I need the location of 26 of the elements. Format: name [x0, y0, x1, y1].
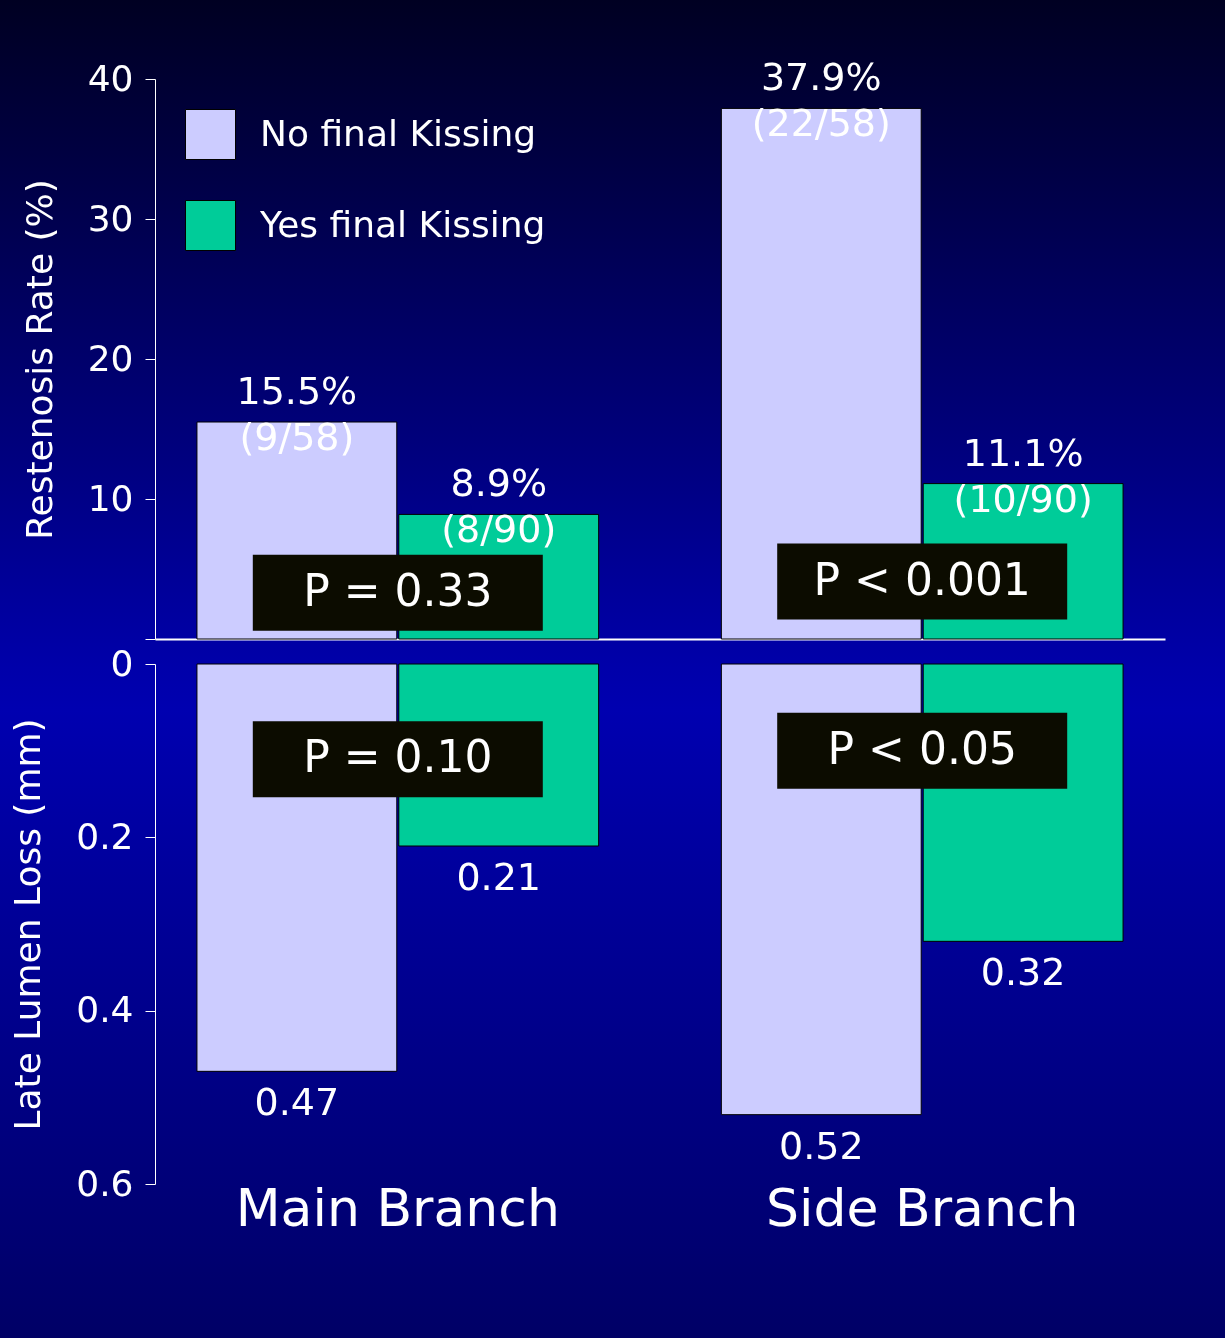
- y-axis-title: Restenosis Rate (%): [18, 179, 60, 540]
- y-tick-label: 0.2: [76, 815, 134, 857]
- annotation: P < 0.001: [813, 553, 1031, 605]
- legend-label: Yes final Kissing: [259, 203, 546, 245]
- data-label: 8.9% (8/90): [441, 461, 557, 552]
- legend-label: No final Kissing: [260, 112, 537, 154]
- annotation: P < 0.05: [827, 722, 1017, 774]
- y-tick-label: 10: [87, 477, 134, 519]
- data-label: 37.9% (22/58): [751, 55, 891, 146]
- annotation: P = 0.33: [303, 564, 493, 616]
- x-tick-label: Side Branch: [766, 1177, 1079, 1238]
- y-tick-label: 0.6: [76, 1162, 134, 1204]
- data-label: 11.1% (10/90): [953, 430, 1093, 521]
- y-tick-label: 0: [110, 642, 134, 684]
- y-tick-label: 20: [87, 337, 134, 379]
- data-label: 0.47: [254, 1080, 340, 1125]
- y-tick-label: 30: [87, 197, 134, 239]
- data-label: 0.52: [778, 1123, 864, 1168]
- data-label: 15.5% (9/58): [236, 369, 358, 459]
- y-axis-title: Late Lumen Loss (mm): [7, 718, 49, 1131]
- x-tick-label: Main Branch: [235, 1177, 560, 1238]
- data-label: 0.32: [980, 950, 1066, 995]
- data-label: 0.21: [456, 855, 542, 899]
- y-tick-label: 40: [87, 57, 134, 99]
- y-tick-label: 0.4: [76, 989, 134, 1031]
- annotation: P = 0.10: [303, 731, 493, 783]
